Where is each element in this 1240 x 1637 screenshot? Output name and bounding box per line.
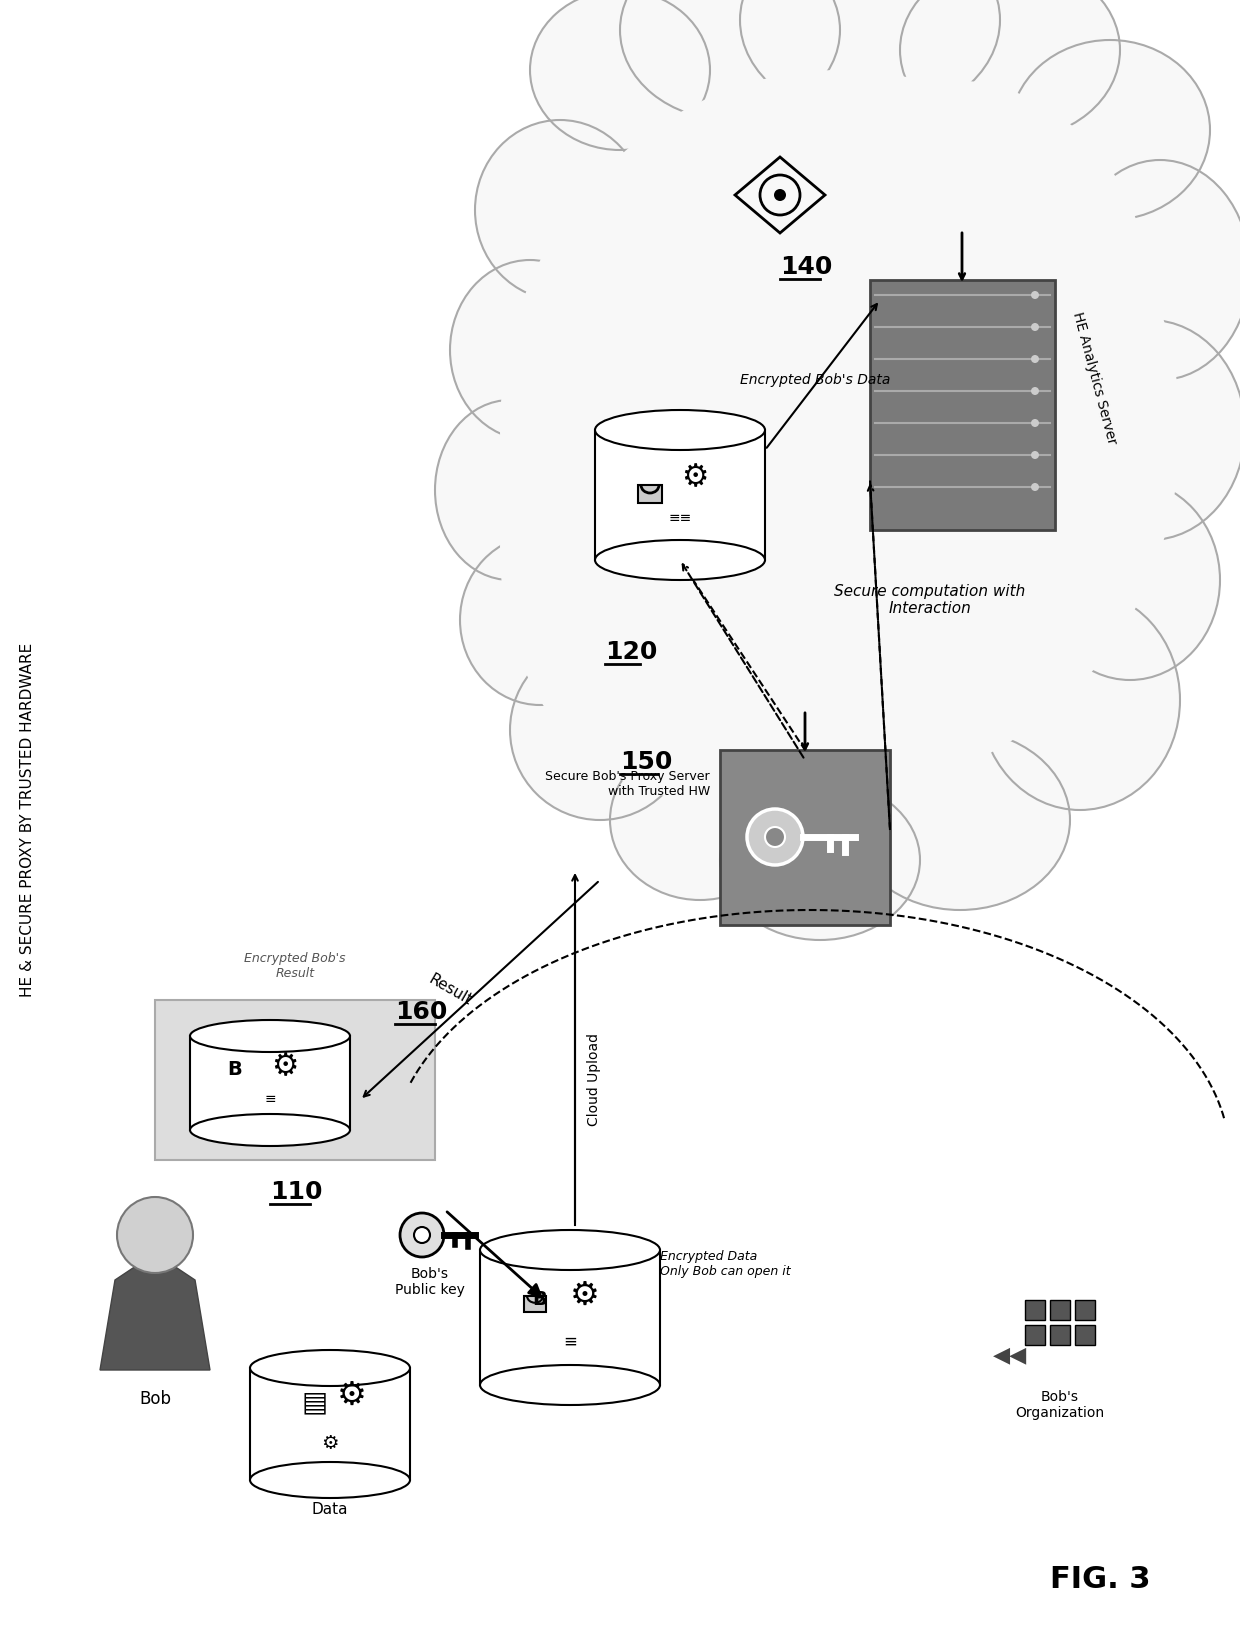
Circle shape: [1030, 419, 1039, 427]
Ellipse shape: [980, 589, 1180, 810]
Ellipse shape: [1040, 480, 1220, 679]
Text: HE Analytics Server: HE Analytics Server: [1070, 309, 1118, 445]
Text: Cloud Upload: Cloud Upload: [587, 1033, 601, 1126]
Text: B: B: [228, 1061, 242, 1079]
Bar: [595, 431, 765, 560]
Text: ⚙: ⚙: [681, 463, 709, 493]
Circle shape: [1030, 322, 1039, 331]
Circle shape: [1030, 291, 1039, 300]
Text: Bob: Bob: [139, 1390, 171, 1408]
Ellipse shape: [849, 730, 1070, 910]
Ellipse shape: [750, 80, 1149, 521]
Bar: [1050, 1324, 1070, 1346]
Ellipse shape: [900, 0, 1120, 141]
Bar: [190, 1036, 350, 1130]
Ellipse shape: [610, 740, 790, 900]
Text: ⚙: ⚙: [272, 1051, 299, 1080]
Text: ≡: ≡: [563, 1333, 577, 1351]
Text: ▤: ▤: [301, 1388, 329, 1416]
Text: HE & SECURE PROXY BY TRUSTED HARDWARE: HE & SECURE PROXY BY TRUSTED HARDWARE: [21, 643, 36, 997]
Ellipse shape: [435, 399, 585, 579]
Text: Data: Data: [311, 1503, 348, 1517]
Circle shape: [1030, 355, 1039, 363]
Ellipse shape: [595, 540, 765, 579]
Ellipse shape: [500, 300, 900, 800]
Ellipse shape: [529, 0, 711, 151]
Bar: [870, 280, 1055, 530]
Text: ≡: ≡: [264, 1092, 275, 1107]
Bar: [525, 1297, 546, 1311]
Ellipse shape: [1070, 160, 1240, 380]
Text: Secure Bob's Proxy Server
with Trusted HW: Secure Bob's Proxy Server with Trusted H…: [546, 769, 711, 797]
Circle shape: [414, 1228, 430, 1242]
Text: 110: 110: [270, 1180, 322, 1203]
Ellipse shape: [620, 0, 839, 120]
Circle shape: [765, 827, 785, 846]
Ellipse shape: [190, 1020, 350, 1053]
Circle shape: [1030, 386, 1039, 395]
Text: ◀◀: ◀◀: [993, 1346, 1027, 1365]
Text: Encrypted Bob's
Result: Encrypted Bob's Result: [244, 953, 346, 981]
Text: FIG. 3: FIG. 3: [1050, 1565, 1151, 1594]
Text: Bob's
Public key: Bob's Public key: [396, 1267, 465, 1297]
Bar: [1075, 1324, 1095, 1346]
Circle shape: [746, 809, 804, 864]
Circle shape: [401, 1213, 444, 1257]
Text: ⚙: ⚙: [321, 1434, 339, 1454]
Bar: [1025, 1324, 1045, 1346]
Ellipse shape: [740, 0, 999, 120]
Text: 140: 140: [780, 255, 832, 278]
Text: 160: 160: [396, 1000, 448, 1025]
Ellipse shape: [460, 535, 620, 706]
Text: Bob's
Organization: Bob's Organization: [1016, 1390, 1105, 1421]
Bar: [250, 1369, 410, 1480]
Polygon shape: [100, 1260, 210, 1370]
Ellipse shape: [500, 70, 1180, 791]
Text: Result: Result: [425, 972, 474, 1008]
Bar: [1025, 1300, 1045, 1319]
Ellipse shape: [450, 260, 610, 440]
Circle shape: [1030, 483, 1039, 491]
Ellipse shape: [1011, 39, 1210, 219]
Bar: [1050, 1300, 1070, 1319]
Text: Encrypted Bob's Data: Encrypted Bob's Data: [740, 373, 890, 386]
Circle shape: [1030, 452, 1039, 458]
Text: ⚙: ⚙: [570, 1278, 600, 1311]
Ellipse shape: [250, 1351, 410, 1387]
Ellipse shape: [595, 409, 765, 450]
Ellipse shape: [510, 640, 689, 820]
Ellipse shape: [720, 779, 920, 940]
Bar: [480, 1251, 660, 1385]
Bar: [720, 750, 890, 925]
Ellipse shape: [480, 1365, 660, 1405]
Ellipse shape: [475, 120, 645, 300]
Ellipse shape: [1055, 319, 1240, 540]
Text: ≡≡: ≡≡: [668, 511, 692, 525]
Text: 150: 150: [620, 750, 672, 774]
Text: 120: 120: [605, 640, 657, 665]
Ellipse shape: [190, 1115, 350, 1146]
Bar: [639, 485, 662, 503]
Circle shape: [774, 188, 786, 201]
Circle shape: [117, 1197, 193, 1274]
Bar: [1075, 1300, 1095, 1319]
Ellipse shape: [480, 1229, 660, 1270]
Text: Encrypted Data
Only Bob can open it: Encrypted Data Only Bob can open it: [660, 1251, 791, 1278]
Ellipse shape: [250, 1462, 410, 1498]
Text: ⚙: ⚙: [337, 1378, 367, 1413]
Text: Secure computation with
Interaction: Secure computation with Interaction: [835, 584, 1025, 616]
Bar: [155, 1000, 435, 1161]
Text: B: B: [533, 1290, 547, 1310]
